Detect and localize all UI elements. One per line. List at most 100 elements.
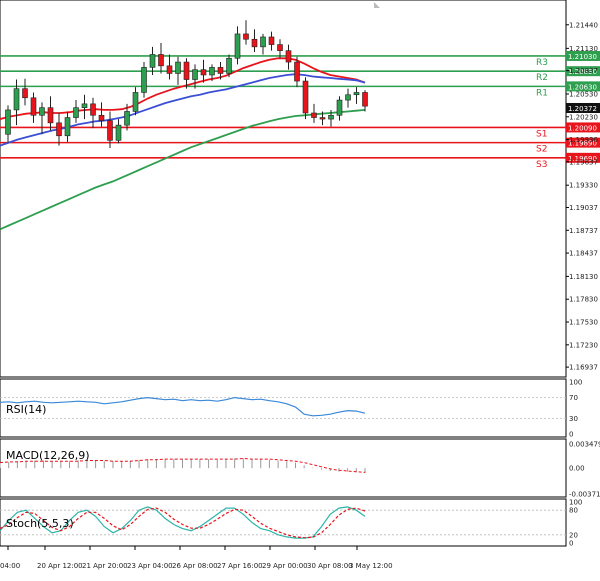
chart-window-icon	[374, 2, 380, 8]
candle	[260, 33, 266, 55]
candle	[268, 31, 275, 51]
time-tick-label: 3 May 12:00	[349, 562, 393, 570]
candle	[81, 94, 88, 120]
candle	[285, 44, 292, 70]
time-tick-label: 26 Apr 08:00	[172, 562, 218, 570]
level-tag-s3: S3	[536, 160, 547, 170]
level-price-r3: 1.21030	[568, 53, 597, 61]
level-tag-s2: S2	[536, 145, 547, 155]
candle	[13, 79, 20, 126]
current-price-label: 1.20372	[568, 105, 597, 113]
level-price-r1: 1.20630	[568, 83, 597, 91]
macd-tick-label: -0.003714	[569, 491, 600, 499]
macd-indicator: 0.003479 0.00 -0.003714	[0, 441, 600, 499]
candle-body	[56, 122, 62, 137]
candle	[353, 87, 360, 104]
price-tick-label: 1.19930	[569, 136, 598, 144]
level-tag-r2: R2	[536, 73, 548, 83]
candle-body	[47, 107, 54, 124]
candle	[124, 103, 130, 131]
candle-body	[183, 61, 190, 80]
candle-body	[328, 114, 334, 120]
candle	[243, 20, 249, 45]
price-tick-label: 1.18130	[569, 273, 598, 281]
level-price-s2: 1.19890	[568, 140, 597, 148]
candle-body	[319, 117, 326, 120]
macd-panel-frame	[0, 438, 567, 498]
time-tick-label: 27 Apr 16:00	[217, 562, 263, 570]
ma-fast-line	[0, 57, 366, 120]
candle	[362, 90, 368, 112]
candle-body	[132, 92, 139, 112]
candle	[158, 43, 164, 74]
price-tick-label: 1.18437	[569, 250, 598, 258]
candle-body	[98, 114, 105, 121]
rsi-indicator: 100 70 30 0	[0, 379, 582, 439]
level-price-box-r2	[566, 66, 600, 77]
price-tick-label: 1.19330	[569, 182, 598, 190]
time-axis: 04:00 20 Apr 12:00 21 Apr 20:00 23 Apr 04:0…	[0, 546, 393, 570]
candle	[39, 102, 45, 135]
candle-body	[64, 117, 71, 137]
candle-body	[345, 94, 351, 101]
price-tick-label: 1.18737	[569, 227, 598, 235]
candle-body	[73, 107, 79, 118]
candle-body	[362, 92, 368, 107]
time-tick-label: 04:00	[0, 562, 20, 570]
candle-body	[311, 112, 317, 118]
stoch-tick-label: 80	[569, 507, 578, 515]
candle-body	[353, 92, 360, 96]
pivot-levels: R3 1.21030 R2 1.20830 R1 1.20630 S1 1.20090 S2 1.…	[0, 50, 600, 170]
rsi-panel-frame	[0, 378, 567, 438]
price-tick-label: 1.16937	[569, 364, 598, 372]
macd-tick-label: 0.00	[569, 465, 585, 473]
time-tick-label: 20 Apr 12:00	[37, 562, 83, 570]
candle	[277, 39, 283, 59]
stoch-panel-frame	[0, 498, 567, 547]
price-tick-label: 1.19637	[569, 158, 598, 166]
price-tick-label: 1.21440	[569, 21, 598, 29]
level-tag-r3: R3	[536, 58, 548, 68]
candle-body	[5, 109, 11, 135]
rsi-title: RSI(14)	[6, 403, 46, 416]
candle	[336, 96, 343, 121]
price-tick-label: 1.20837	[569, 67, 598, 75]
candle-body	[158, 54, 164, 67]
candle	[345, 88, 351, 108]
rsi-tick-label: 70	[569, 394, 578, 402]
level-price-box-s3	[566, 152, 600, 163]
candle-body	[251, 38, 258, 48]
rsi-tick-label: 0	[569, 431, 573, 439]
candle-body	[115, 124, 122, 141]
candle-body	[294, 61, 300, 82]
stoch-signal-line	[0, 507, 366, 539]
candle-body	[336, 99, 343, 116]
time-tick-label: 30 Apr 08:00	[307, 562, 353, 570]
candle-body	[141, 67, 147, 93]
stoch-tick-label: 100	[569, 499, 582, 507]
level-price-r2: 1.20830	[568, 68, 597, 76]
macd-title: MACD(12,26,9)	[6, 449, 90, 462]
candle-body	[149, 54, 156, 68]
time-tick-label: 29 Apr 00:00	[262, 562, 308, 570]
candle-body	[192, 69, 198, 80]
candle	[22, 78, 28, 106]
price-tick-label: 1.17830	[569, 296, 598, 304]
candle	[73, 100, 79, 123]
level-price-box-s1	[566, 122, 600, 133]
candle-body	[285, 50, 292, 63]
candle	[166, 54, 173, 80]
price-tick-label: 1.20530	[569, 90, 598, 98]
rsi-line	[0, 396, 366, 417]
stoch-tick-label: 0	[569, 540, 573, 548]
candle	[217, 62, 224, 80]
rsi-tick-label: 100	[569, 379, 582, 387]
candle-body	[217, 67, 224, 74]
price-axis: 1.21440 1.21130 1.20837 1.20530 1.20230 1.199…	[566, 21, 598, 372]
candle	[98, 102, 105, 127]
time-tick-label: 23 Apr 04:00	[127, 562, 173, 570]
candle-body	[90, 103, 96, 116]
